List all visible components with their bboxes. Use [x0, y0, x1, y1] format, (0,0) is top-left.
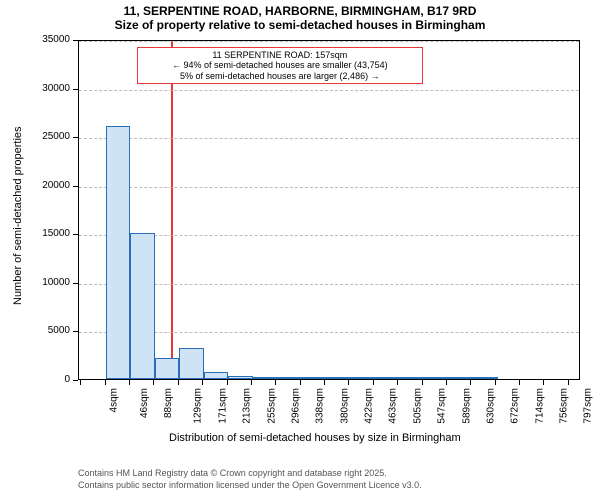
- annotation-line: 5% of semi-detached houses are larger (2…: [142, 71, 418, 81]
- x-tick-label: 630sqm: [485, 388, 496, 424]
- x-tick-mark: [543, 380, 544, 385]
- x-tick-mark: [519, 380, 520, 385]
- x-tick-mark: [80, 380, 81, 385]
- x-tick-mark: [470, 380, 471, 385]
- x-tick-mark: [495, 380, 496, 385]
- x-tick-label: 255sqm: [266, 388, 277, 424]
- histogram-bar: [400, 377, 425, 379]
- y-tick-label: 30000: [42, 83, 70, 94]
- y-tick-mark: [73, 234, 78, 235]
- annotation-line: 11 SERPENTINE ROAD: 157sqm: [142, 50, 418, 60]
- x-tick-mark: [348, 380, 349, 385]
- gridline: [79, 187, 579, 188]
- histogram-bar: [155, 358, 180, 379]
- x-tick-label: 547sqm: [437, 388, 448, 424]
- x-tick-mark: [129, 380, 130, 385]
- x-tick-mark: [251, 380, 252, 385]
- histogram-bar: [351, 377, 376, 379]
- x-tick-mark: [178, 380, 179, 385]
- x-tick-mark: [227, 380, 228, 385]
- y-tick-label: 5000: [48, 325, 70, 336]
- x-tick-mark: [105, 380, 106, 385]
- x-tick-mark: [397, 380, 398, 385]
- page-subtitle: Size of property relative to semi-detach…: [0, 18, 600, 32]
- x-tick-label: 505sqm: [412, 388, 423, 424]
- x-tick-mark: [422, 380, 423, 385]
- histogram-bar: [326, 377, 351, 379]
- histogram-bar: [204, 372, 229, 379]
- reference-line: [171, 41, 173, 379]
- annotation-box: 11 SERPENTINE ROAD: 157sqm ← 94% of semi…: [137, 47, 423, 84]
- y-tick-label: 15000: [42, 228, 70, 239]
- x-tick-label: 589sqm: [461, 388, 472, 424]
- chart-container: 11, SERPENTINE ROAD, HARBORNE, BIRMINGHA…: [0, 0, 600, 500]
- y-tick-mark: [73, 331, 78, 332]
- x-tick-label: 4sqm: [109, 388, 120, 412]
- x-tick-label: 380sqm: [339, 388, 350, 424]
- page-title: 11, SERPENTINE ROAD, HARBORNE, BIRMINGHA…: [0, 0, 600, 18]
- histogram-bar: [302, 377, 327, 379]
- histogram-bar: [277, 377, 302, 379]
- y-tick-mark: [73, 186, 78, 187]
- x-tick-label: 338sqm: [315, 388, 326, 424]
- x-tick-label: 129sqm: [193, 388, 204, 424]
- x-tick-mark: [202, 380, 203, 385]
- x-axis-label: Distribution of semi-detached houses by …: [169, 432, 461, 444]
- y-tick-label: 25000: [42, 131, 70, 142]
- x-tick-mark: [446, 380, 447, 385]
- plot-area: 11 SERPENTINE ROAD: 157sqm ← 94% of semi…: [78, 40, 580, 380]
- y-tick-label: 35000: [42, 34, 70, 45]
- y-axis-label: Number of semi-detached properties: [12, 127, 24, 306]
- gridline: [79, 41, 579, 42]
- histogram-bar: [130, 233, 155, 379]
- histogram-bar: [179, 348, 204, 379]
- chart-wrap: Number of semi-detached properties 11 SE…: [30, 40, 590, 440]
- annotation-line: ← 94% of semi-detached houses are smalle…: [142, 60, 418, 70]
- y-tick-label: 0: [64, 374, 70, 385]
- y-tick-mark: [73, 283, 78, 284]
- x-tick-label: 213sqm: [242, 388, 253, 424]
- x-tick-mark: [568, 380, 569, 385]
- y-tick-label: 10000: [42, 277, 70, 288]
- x-tick-label: 88sqm: [163, 388, 174, 418]
- gridline: [79, 90, 579, 91]
- y-tick-label: 20000: [42, 180, 70, 191]
- x-tick-label: 672sqm: [510, 388, 521, 424]
- footer-line: Contains HM Land Registry data © Crown c…: [78, 468, 387, 478]
- histogram-bar: [228, 376, 253, 379]
- y-tick-mark: [73, 137, 78, 138]
- y-tick-mark: [73, 380, 78, 381]
- x-tick-label: 422sqm: [364, 388, 375, 424]
- x-tick-label: 46sqm: [139, 388, 150, 418]
- footer-line: Contains public sector information licen…: [78, 480, 422, 490]
- x-tick-mark: [300, 380, 301, 385]
- x-tick-label: 756sqm: [559, 388, 570, 424]
- y-tick-mark: [73, 40, 78, 41]
- y-tick-mark: [73, 89, 78, 90]
- x-tick-mark: [324, 380, 325, 385]
- histogram-bar: [376, 377, 401, 379]
- histogram-bar: [449, 377, 474, 379]
- histogram-bar: [106, 126, 131, 379]
- x-tick-label: 463sqm: [388, 388, 399, 424]
- x-tick-label: 171sqm: [217, 388, 228, 424]
- x-tick-label: 714sqm: [534, 388, 545, 424]
- x-tick-label: 797sqm: [583, 388, 594, 424]
- x-tick-mark: [275, 380, 276, 385]
- histogram-bar: [425, 377, 450, 379]
- histogram-bar: [253, 377, 278, 379]
- gridline: [79, 138, 579, 139]
- x-tick-label: 296sqm: [290, 388, 301, 424]
- histogram-bar: [474, 377, 499, 379]
- x-tick-mark: [373, 380, 374, 385]
- x-tick-mark: [153, 380, 154, 385]
